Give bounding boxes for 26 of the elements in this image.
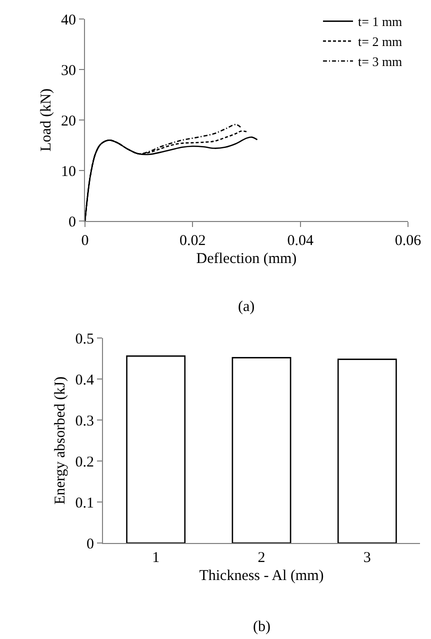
y-tick-label: 0.4	[75, 372, 94, 388]
legend-label: t= 1 mm	[358, 14, 402, 30]
x-axis-title: Deflection (mm)	[196, 251, 297, 267]
text: (a)	[238, 299, 255, 315]
y-tick-label: 10	[61, 164, 76, 180]
y-tick-label: 0.2	[75, 454, 94, 470]
y-tick-label: 30	[61, 62, 76, 79]
y-axis-title: Load (kN)	[38, 88, 54, 152]
y-tick-label: 0.1	[75, 495, 94, 512]
y-tick-label: 20	[61, 113, 76, 130]
text: (b)	[253, 619, 270, 635]
y-tick-label: 0	[68, 214, 76, 230]
legend-label: t= 3 mm	[358, 54, 402, 70]
x-axis-title: Thickness - Al (mm)	[199, 568, 324, 584]
x-tick-label: 0.02	[180, 233, 206, 249]
legend-label: t= 2 mm	[358, 34, 402, 50]
x-tick-label: 1	[152, 550, 160, 566]
y-tick-label: 0.5	[75, 331, 94, 348]
y-tick-label: 40	[61, 12, 76, 28]
y-tick-label: 0	[86, 536, 94, 552]
y-tick-label: 0.3	[75, 413, 94, 430]
y-axis-title: Energy absorbed (kJ)	[52, 376, 68, 505]
x-tick-label: 3	[363, 550, 371, 566]
x-tick-label: 2	[258, 550, 266, 566]
x-tick-label: 0.04	[287, 233, 314, 249]
x-tick-label: 0.06	[394, 233, 422, 249]
